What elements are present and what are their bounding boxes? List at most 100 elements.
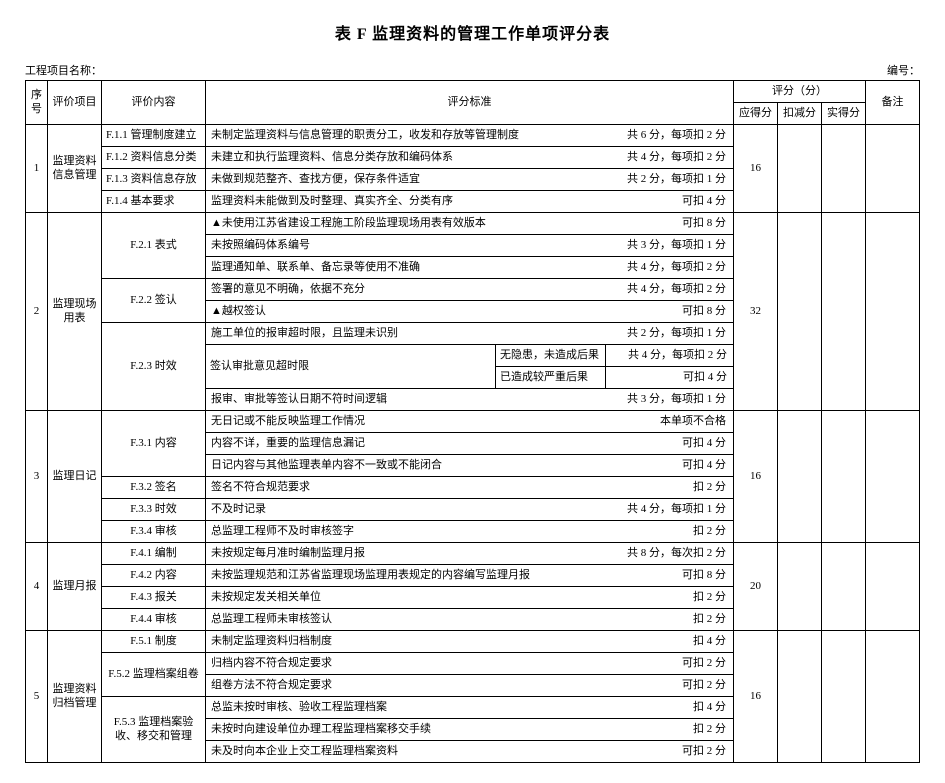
content-cell: F.3.2 签名 [102,477,206,499]
table-row: 1 监理资料信息管理 F.1.1 管理制度建立 未制定监理资料与信息管理的职责分… [26,125,920,147]
note-cell [866,125,920,213]
criteria-cell: 监理通知单、联系单、备忘录等使用不准确共 4 分，每项扣 2 分 [206,257,734,279]
due-cell: 20 [733,543,777,631]
due-cell: 16 [733,411,777,543]
deduct-cell [777,213,821,411]
criteria-text: 不及时记录 [209,503,627,516]
criteria-score: 可扣 8 分 [682,217,730,230]
content-cell: F.3.4 审核 [102,521,206,543]
content-cell: F.2.3 时效 [102,323,206,411]
criteria-score: 可扣 2 分 [682,657,730,670]
content-cell: F.1.2 资料信息分类 [102,147,206,169]
criteria-text: 未按规定每月准时编制监理月报 [209,547,627,560]
criteria-cell: 未按规定每月准时编制监理月报共 8 分，每次扣 2 分 [206,543,734,565]
criteria-cell: 无日记或不能反映监理工作情况本单项不合格 [206,411,734,433]
criteria-sub: 无隐患，未造成后果 [495,345,605,367]
table-head-row: 序号 评价项目 评价内容 评分标准 评分（分） 备注 [26,81,920,103]
seq-cell: 3 [26,411,48,543]
criteria-cell: 总监理工程师未审核签认扣 2 分 [206,609,734,631]
th-seq: 序号 [26,81,48,125]
criteria-text: 未建立和执行监理资料、信息分类存放和编码体系 [209,151,627,164]
criteria-cell: 日记内容与其他监理表单内容不一致或不能闭合可扣 4 分 [206,455,734,477]
content-cell: F.2.1 表式 [102,213,206,279]
criteria-score: 扣 2 分 [693,613,730,626]
criteria-score: 共 4 分，每项扣 2 分 [627,151,730,164]
project-name-label: 工程项目名称： [25,62,102,78]
criteria-text: 内容不详，重要的监理信息漏记 [209,437,682,450]
criteria-cell: 未制定监理资料与信息管理的职责分工，收发和存放等管理制度共 6 分，每项扣 2 … [206,125,734,147]
seq-cell: 1 [26,125,48,213]
criteria-score: 共 3 分，每项扣 1 分 [627,239,730,252]
content-cell: F.5.3 监理档案验收、移交和管理 [102,697,206,763]
score-table: 序号 评价项目 评价内容 评分标准 评分（分） 备注 应得分 扣减分 实得分 1… [25,80,920,763]
code-label: 编号： [887,62,920,78]
criteria-text: 未制定监理资料与信息管理的职责分工，收发和存放等管理制度 [209,129,627,142]
criteria-cell: 未按照编码体系编号共 3 分，每项扣 1 分 [206,235,734,257]
item-cell: 监理月报 [48,543,102,631]
criteria-cell: 未按监理规范和江苏省监理现场监理用表规定的内容编写监理月报可扣 8 分 [206,565,734,587]
criteria-cell: 未建立和执行监理资料、信息分类存放和编码体系共 4 分，每项扣 2 分 [206,147,734,169]
th-deduct: 扣减分 [777,103,821,125]
actual-cell [821,543,865,631]
content-cell: F.4.1 编制 [102,543,206,565]
criteria-cell: 归档内容不符合规定要求可扣 2 分 [206,653,734,675]
content-cell: F.2.2 签认 [102,279,206,323]
criteria-score: 可扣 4 分 [682,437,730,450]
criteria-cell: 总监理工程师不及时审核签字扣 2 分 [206,521,734,543]
actual-cell [821,213,865,411]
criteria-cell: 签认审批意见超时限 [206,345,496,389]
th-criteria: 评分标准 [206,81,734,125]
criteria-text: 监理资料未能做到及时整理、真实齐全、分类有序 [209,195,682,208]
item-cell: 监理日记 [48,411,102,543]
criteria-score: 可扣 4 分 [605,367,733,389]
criteria-text: 报审、审批等签认日期不符时间逻辑 [209,393,627,406]
criteria-score: 可扣 4 分 [682,459,730,472]
criteria-text: 组卷方法不符合规定要求 [209,679,682,692]
note-cell [866,631,920,763]
criteria-cell: 未按时向建设单位办理工程监理档案移交手续扣 2 分 [206,719,734,741]
th-actual: 实得分 [821,103,865,125]
th-score-group: 评分（分） [733,81,865,103]
criteria-cell: 未制定监理资料归档制度扣 4 分 [206,631,734,653]
seq-cell: 4 [26,543,48,631]
criteria-text: 签署的意见不明确，依据不充分 [209,283,627,296]
deduct-cell [777,125,821,213]
content-cell: F.3.1 内容 [102,411,206,477]
actual-cell [821,411,865,543]
th-content: 评价内容 [102,81,206,125]
page-title: 表 F 监理资料的管理工作单项评分表 [25,20,920,44]
actual-cell [821,631,865,763]
criteria-score: 可扣 2 分 [682,679,730,692]
item-cell: 监理资料信息管理 [48,125,102,213]
content-cell: F.4.4 审核 [102,609,206,631]
content-cell: F.3.3 时效 [102,499,206,521]
content-cell: F.1.4 基本要求 [102,191,206,213]
th-due: 应得分 [733,103,777,125]
criteria-cell: 签署的意见不明确，依据不充分共 4 分，每项扣 2 分 [206,279,734,301]
criteria-text: 监理通知单、联系单、备忘录等使用不准确 [209,261,627,274]
criteria-cell: 未做到规范整齐、查找方便，保存条件适宜共 2 分，每项扣 1 分 [206,169,734,191]
criteria-cell: 内容不详，重要的监理信息漏记可扣 4 分 [206,433,734,455]
criteria-score: 扣 2 分 [693,591,730,604]
criteria-score: 共 8 分，每次扣 2 分 [627,547,730,560]
criteria-cell: 监理资料未能做到及时整理、真实齐全、分类有序可扣 4 分 [206,191,734,213]
th-item: 评价项目 [48,81,102,125]
criteria-score: 可扣 4 分 [682,195,730,208]
content-cell: F.4.2 内容 [102,565,206,587]
seq-cell: 2 [26,213,48,411]
criteria-text: 无日记或不能反映监理工作情况 [209,415,660,428]
note-cell [866,213,920,411]
criteria-text: 总监理工程师不及时审核签字 [209,525,693,538]
criteria-score: 本单项不合格 [660,415,730,428]
table-row: 5 监理资料归档管理 F.5.1 制度 未制定监理资料归档制度扣 4 分 16 [26,631,920,653]
item-cell: 监理资料归档管理 [48,631,102,763]
seq-cell: 5 [26,631,48,763]
table-row: 4 监理月报 F.4.1 编制 未按规定每月准时编制监理月报共 8 分，每次扣 … [26,543,920,565]
criteria-text: 日记内容与其他监理表单内容不一致或不能闭合 [209,459,682,472]
deduct-cell [777,411,821,543]
content-cell: F.5.2 监理档案组卷 [102,653,206,697]
criteria-sub: 已造成较严重后果 [495,367,605,389]
criteria-score: 共 2 分，每项扣 1 分 [627,173,730,186]
criteria-cell: 施工单位的报审超时限，且监理未识别共 2 分，每项扣 1 分 [206,323,734,345]
criteria-score: 可扣 8 分 [682,305,730,318]
